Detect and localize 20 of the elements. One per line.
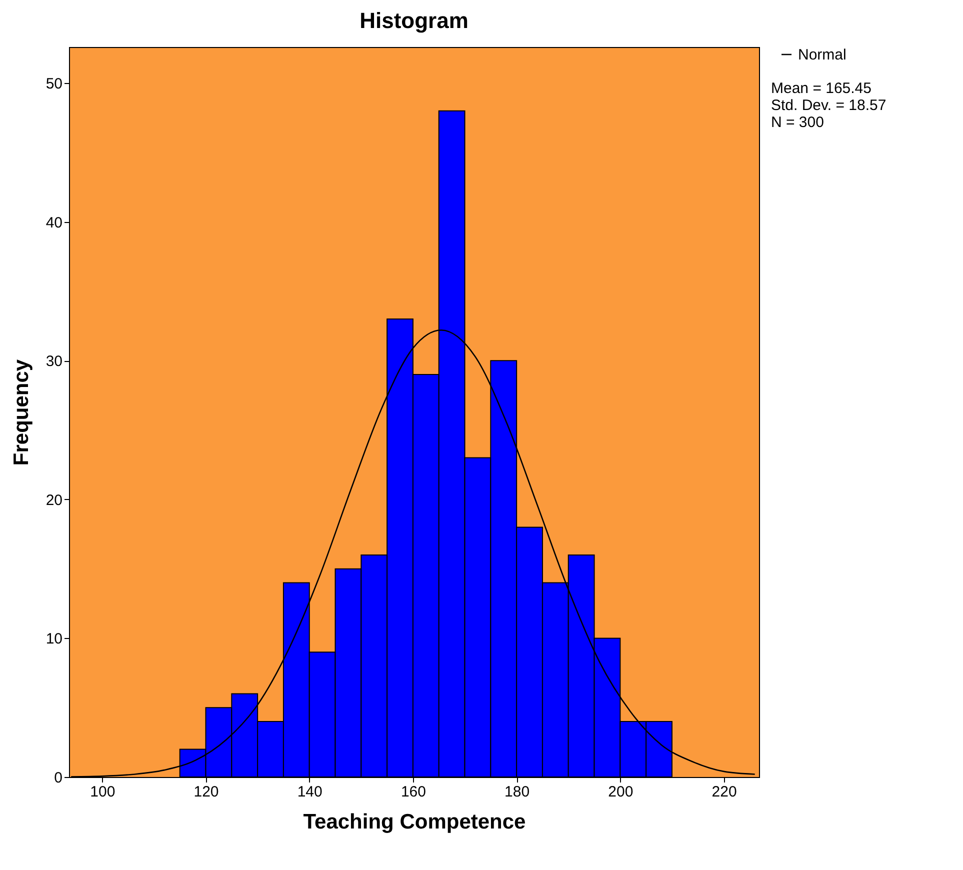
x-tick-label: 220: [712, 784, 737, 800]
x-tick-label: 160: [400, 784, 426, 800]
text: Std. Dev. = 18.57: [771, 97, 886, 114]
y-tick-label: 0: [54, 770, 62, 786]
x-tick-label: 100: [90, 784, 116, 800]
x-axis-title: Teaching Competence: [303, 810, 526, 834]
y-tick-label: 10: [46, 630, 62, 648]
legend-label: Normal: [798, 46, 846, 64]
text: N = 300: [771, 114, 824, 131]
y-axis-title: Frequency: [10, 359, 33, 466]
x-tick-label: 180: [504, 784, 530, 800]
y-tick-label: 40: [46, 214, 62, 232]
y-tick-label: 50: [46, 76, 62, 93]
chart-title: Histogram: [360, 8, 468, 33]
y-tick-label: 20: [46, 492, 62, 509]
x-tick-label: 120: [194, 784, 219, 800]
x-tick-label: 200: [608, 784, 634, 800]
text: Mean = 165.45: [771, 80, 872, 97]
y-tick-label: 30: [46, 353, 62, 370]
x-tick-label: 140: [297, 784, 322, 800]
